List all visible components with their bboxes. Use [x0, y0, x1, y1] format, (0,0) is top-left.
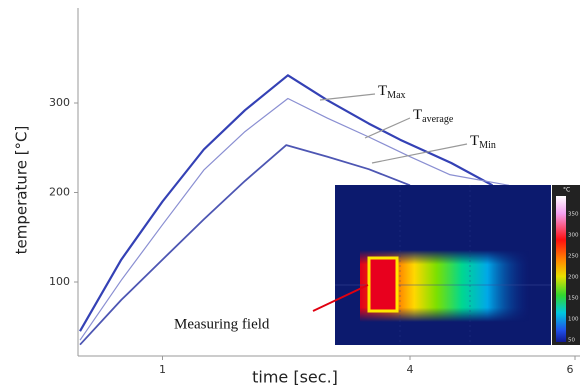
colorbar-unit: °C — [563, 187, 570, 194]
colorbar-label: 50 — [568, 338, 575, 344]
series-label-sub: average — [422, 114, 454, 125]
chart: 100 200 300 1 4 6 °C 350 300 250 200 150 100 50 Mea… — [0, 0, 582, 389]
annotation-text: Measuring field — [174, 316, 270, 332]
series-label-main: T — [413, 107, 422, 123]
y-axis-label: temperature [°C] — [13, 126, 31, 255]
colorbar-label: 250 — [568, 254, 579, 260]
colorbar-label: 350 — [568, 212, 579, 218]
leader-line — [365, 118, 410, 138]
series-label-sub: Max — [387, 90, 405, 101]
series-label-sub: Min — [479, 140, 496, 151]
colorbar-label: 100 — [568, 317, 579, 323]
measuring-field-box — [369, 258, 397, 311]
series-label-main: T — [470, 133, 479, 149]
colorbar-label: 300 — [568, 233, 579, 239]
x-tick-label: 4 — [407, 363, 414, 376]
leader-line — [320, 94, 375, 100]
series-label-main: T — [378, 83, 387, 99]
x-axis-label: time [sec.] — [252, 368, 338, 387]
series-label: TMax — [378, 83, 406, 101]
y-tick-label: 200 — [49, 186, 70, 199]
thermal-image: °C 350 300 250 200 150 100 50 — [335, 185, 580, 345]
y-tick-label: 100 — [49, 275, 70, 288]
series-label: TMin — [470, 133, 496, 151]
series-label: Taverage — [413, 107, 454, 125]
x-tick-label: 1 — [159, 363, 166, 376]
y-tick-label: 300 — [49, 96, 70, 109]
x-tick-label: 6 — [567, 363, 574, 376]
colorbar — [556, 196, 566, 342]
leader-line — [372, 144, 467, 163]
colorbar-label: 150 — [568, 296, 579, 302]
colorbar-label: 200 — [568, 275, 579, 281]
